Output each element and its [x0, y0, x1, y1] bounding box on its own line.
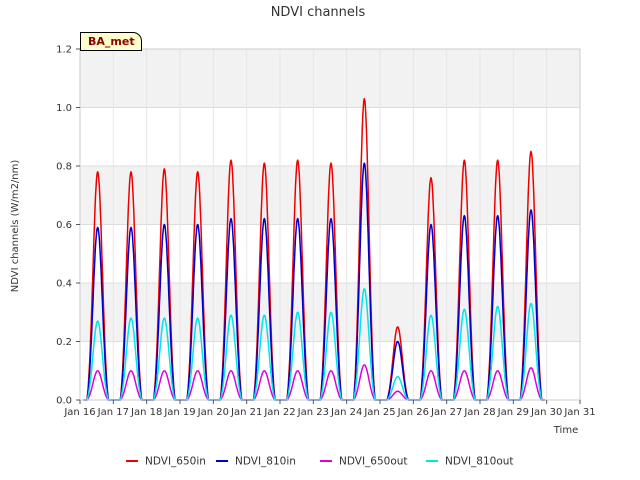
x-tick-label: Jan 22: [263, 407, 295, 418]
x-tick-label: Jan 19: [163, 407, 195, 418]
site-badge: BA_met: [80, 32, 142, 51]
y-tick-label: 0.6: [56, 220, 72, 231]
legend-label: NDVI_810out: [445, 456, 514, 468]
y-axis-label: NDVI channels (W/m2/nm): [10, 160, 21, 293]
background-band: [80, 107, 580, 166]
x-tick-label: Jan 25: [363, 407, 395, 418]
x-tick-label: Jan 26: [397, 407, 429, 418]
y-tick-label: 0.4: [56, 279, 72, 290]
x-tick-label: Jan 21: [230, 407, 262, 418]
y-tick-label: 1.0: [56, 103, 72, 114]
y-tick-label: 0.2: [56, 337, 72, 348]
background-band: [80, 224, 580, 283]
legend-label: NDVI_810in: [235, 456, 296, 468]
x-tick-label: Jan 16: [63, 407, 95, 418]
x-tick-label: Jan 30: [530, 407, 562, 418]
x-tick-label: Jan 29: [497, 407, 529, 418]
legend-label: NDVI_650out: [339, 456, 408, 468]
x-tick-label: Jan 17: [97, 407, 129, 418]
x-tick-label: Jan 23: [297, 407, 329, 418]
chart-title: NDVI channels: [271, 5, 366, 20]
x-tick-label: Jan 24: [330, 407, 362, 418]
x-tick-label: Jan 31: [563, 407, 595, 418]
legend: NDVI_650in NDVI_810in NDVI_650out NDVI_810o…: [126, 456, 514, 468]
x-tick-label: Jan 28: [463, 407, 495, 418]
y-tick-label: 0.0: [56, 396, 72, 407]
x-axis-label: Time: [553, 425, 578, 436]
legend-label: NDVI_650in: [145, 456, 206, 468]
y-tick-label: 1.2: [56, 45, 72, 56]
background-band: [80, 49, 580, 108]
x-tick-label: Jan 27: [430, 407, 462, 418]
x-tick-label: Jan 20: [197, 407, 229, 418]
y-tick-label: 0.8: [56, 162, 72, 173]
x-tick-label: Jan 18: [130, 407, 162, 418]
